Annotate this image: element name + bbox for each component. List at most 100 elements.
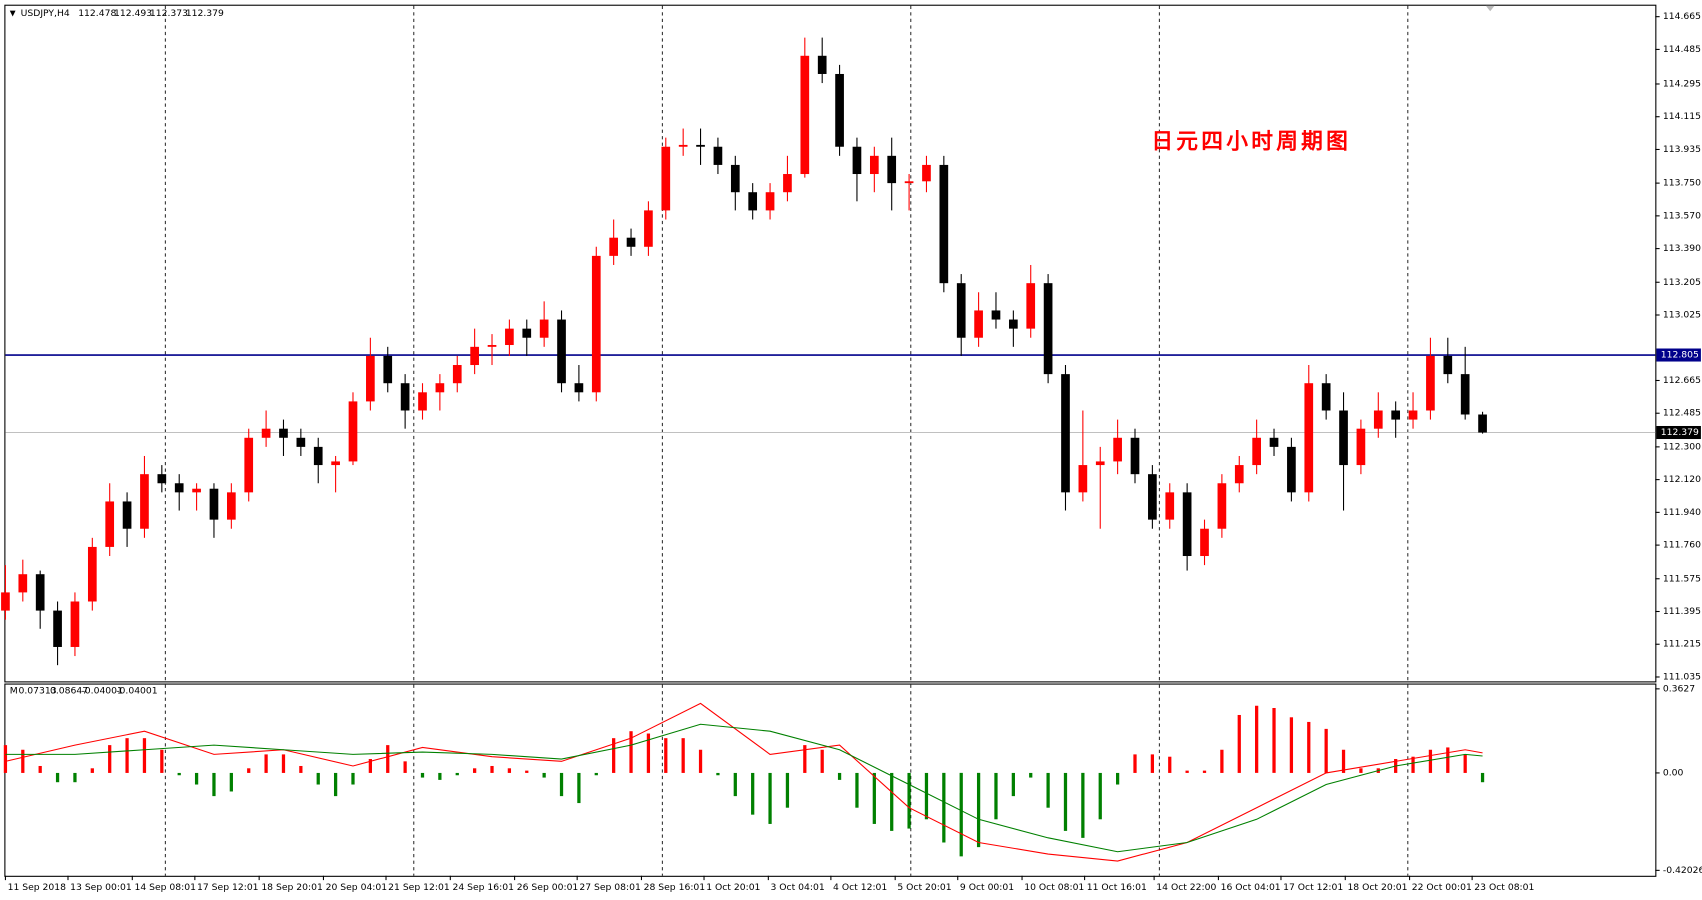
candle-body xyxy=(730,164,740,193)
x-tick-label: 9 Oct 00:01 xyxy=(960,882,1014,893)
candle-body xyxy=(18,574,28,593)
indicator-y-tick-label: -0.42026 xyxy=(1663,865,1702,876)
y-tick-label: 112.485 xyxy=(1663,408,1701,419)
x-tick-label: 14 Oct 22:00 xyxy=(1156,882,1216,893)
candle-body xyxy=(435,383,445,393)
candle-body xyxy=(922,164,931,182)
candle-body xyxy=(70,601,80,647)
candle-body xyxy=(348,401,358,462)
indicator-value: -0.04001 xyxy=(116,686,158,697)
candle-body xyxy=(835,73,844,147)
y-tick-label: 113.390 xyxy=(1663,243,1701,254)
x-tick-label: 14 Sep 08:01 xyxy=(134,882,196,893)
candle-body xyxy=(661,146,671,211)
candle-body xyxy=(1113,437,1122,462)
candle-body xyxy=(783,174,792,193)
candle-body xyxy=(1408,410,1418,420)
y-tick-label: 114.485 xyxy=(1663,44,1701,55)
indicator-line xyxy=(5,723,1483,853)
x-tick-label: 18 Oct 20:01 xyxy=(1347,882,1407,893)
header-value: 112.478 xyxy=(78,8,116,19)
candle-body xyxy=(1026,283,1036,329)
candle-body xyxy=(1426,355,1435,411)
indicator-value: 0.08647 xyxy=(50,686,88,697)
candle-body xyxy=(748,192,758,211)
x-tick-label: 18 Sep 20:01 xyxy=(261,882,323,893)
y-tick-label: 114.115 xyxy=(1663,111,1701,122)
candle-body xyxy=(35,574,45,611)
indicator-line xyxy=(5,702,1483,862)
candle-body xyxy=(1391,410,1401,420)
y-tick-label: 114.665 xyxy=(1663,11,1701,22)
menu-arrow: ▼ xyxy=(10,8,16,17)
candle-body xyxy=(261,428,271,438)
candle-body xyxy=(53,610,62,647)
marks xyxy=(1,37,1487,862)
candle-body xyxy=(383,355,393,384)
candle-body xyxy=(157,474,167,484)
x-tick-label: 1 Oct 20:01 xyxy=(706,882,760,893)
candle-body xyxy=(974,310,983,338)
y-tick-label: 112.665 xyxy=(1663,375,1701,386)
candle-body xyxy=(1356,428,1366,466)
candle-body xyxy=(1061,374,1070,493)
candle-body xyxy=(800,55,810,175)
candle-body xyxy=(366,355,375,402)
candle-body xyxy=(487,345,497,347)
y-tick-label: 113.205 xyxy=(1663,277,1701,288)
candle-body xyxy=(1095,461,1105,466)
candle-body xyxy=(1287,446,1296,493)
candle-body xyxy=(296,437,306,447)
annotation: 日元四小时周期图 xyxy=(1151,130,1351,155)
candle-body xyxy=(1165,492,1175,520)
x-tick-label: 3 Oct 04:01 xyxy=(770,882,824,893)
price-label: 112.379 xyxy=(1661,427,1699,438)
candle-body xyxy=(591,255,601,393)
candle-body xyxy=(470,346,479,366)
y-tick-label: 113.935 xyxy=(1663,144,1701,155)
x-tick-label: 17 Oct 12:01 xyxy=(1283,882,1343,893)
candle-body xyxy=(991,310,1001,320)
y-tick-label: 111.575 xyxy=(1663,573,1701,584)
symbol: USDJPY,H4 xyxy=(21,8,70,19)
x-tick-label: 4 Oct 12:01 xyxy=(833,882,887,893)
candle-body xyxy=(505,328,514,346)
candle-body xyxy=(1373,410,1383,429)
candle-body xyxy=(678,144,688,147)
candle-body xyxy=(87,546,97,602)
x-tick-label: 13 Sep 00:01 xyxy=(70,882,132,893)
y-tick-label: 111.035 xyxy=(1663,671,1701,682)
x-tick-label: 22 Oct 00:01 xyxy=(1412,882,1472,893)
x-tick-label: 20 Sep 04:01 xyxy=(326,882,388,893)
candle-body xyxy=(1252,437,1261,466)
y-tick-label: 111.760 xyxy=(1663,540,1701,551)
y-tick-label: 114.295 xyxy=(1663,78,1701,89)
candle-body xyxy=(1339,410,1348,466)
candle-body xyxy=(226,492,236,520)
indicator-value: 0.07313 xyxy=(18,686,56,697)
x-tick-label: 5 Oct 20:01 xyxy=(897,882,951,893)
y-tick-label: 112.300 xyxy=(1663,441,1701,452)
candle-body xyxy=(1200,528,1209,557)
candle-body xyxy=(122,501,132,529)
candle-body xyxy=(817,55,827,74)
candle-body xyxy=(1078,465,1088,493)
candle-body xyxy=(557,319,566,384)
price-label-box xyxy=(1656,425,1701,440)
candle-body xyxy=(1182,492,1192,557)
candle-body xyxy=(313,446,323,466)
candle-body xyxy=(1443,355,1453,375)
level-label: 112.805 xyxy=(1661,350,1699,361)
indicator-y-tick-label: 0.00 xyxy=(1663,767,1684,778)
candle-body xyxy=(539,319,549,338)
x-tick-label: 11 Sep 2018 xyxy=(8,882,67,893)
candle-body xyxy=(644,210,653,247)
header-value: 112.493 xyxy=(114,8,152,19)
candle-body xyxy=(1460,374,1470,415)
shift-marker xyxy=(1485,5,1495,12)
x-tick-label: 28 Sep 16:01 xyxy=(644,882,706,893)
candle-body xyxy=(522,328,532,338)
candle-body xyxy=(1130,437,1140,475)
level-label-box xyxy=(1656,348,1701,362)
